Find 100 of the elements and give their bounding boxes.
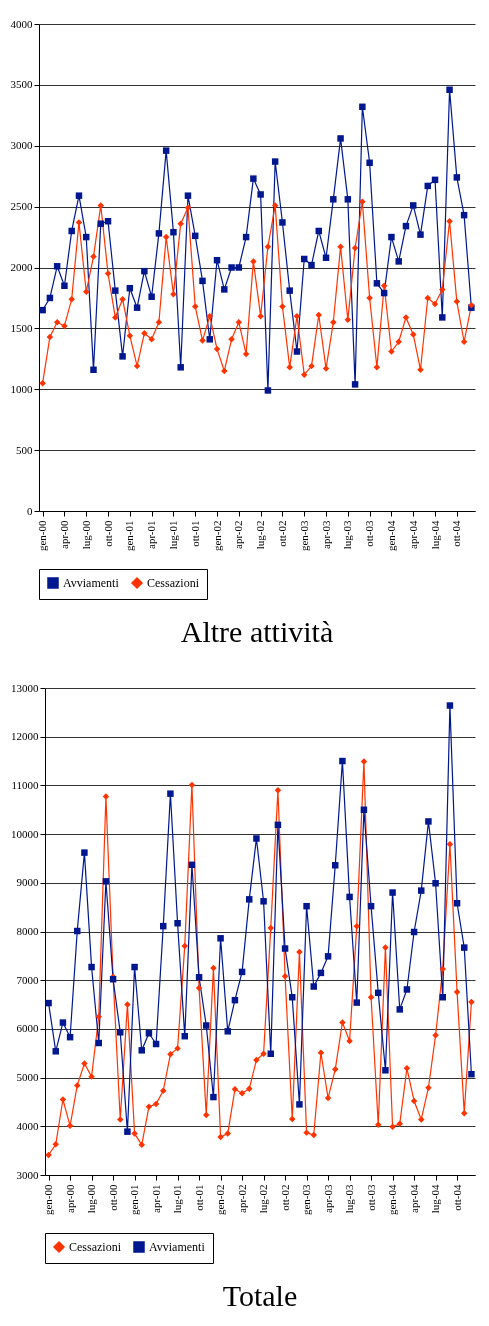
point [324, 1094, 332, 1102]
x-tick-label: lug-01 [166, 520, 179, 550]
point [52, 1141, 59, 1148]
point [213, 345, 221, 353]
point [324, 953, 332, 960]
x-tick-label: apr-03 [321, 1184, 334, 1213]
point [191, 303, 199, 310]
point [131, 963, 138, 971]
point [395, 258, 402, 265]
point [315, 311, 323, 319]
x-tick-label: lug-00 [79, 520, 92, 550]
point [446, 702, 454, 709]
point [366, 159, 373, 167]
point [382, 1067, 389, 1074]
x-tick-label: lug-04 [429, 1184, 442, 1214]
point [389, 889, 396, 896]
point [425, 1084, 432, 1092]
point [167, 790, 174, 797]
point [203, 1111, 210, 1119]
point [131, 1130, 138, 1137]
point [264, 387, 272, 394]
point [174, 1045, 181, 1052]
point [296, 1101, 303, 1108]
point [274, 787, 282, 794]
point [195, 974, 203, 981]
point [81, 849, 88, 856]
y-tick-label: 3500 [10, 78, 33, 91]
point [346, 893, 353, 901]
point [224, 1130, 231, 1137]
point [170, 291, 177, 298]
point [417, 231, 424, 238]
x-tick-label: ott-00 [101, 520, 114, 547]
point [97, 220, 105, 227]
point [286, 364, 293, 371]
point [446, 218, 453, 225]
point [271, 158, 279, 165]
point [373, 280, 381, 287]
point [418, 1116, 425, 1123]
point [289, 1115, 296, 1123]
x-tick-label: gen-04 [386, 1184, 399, 1216]
point [257, 191, 264, 198]
point [195, 984, 203, 992]
point [267, 924, 274, 932]
point [210, 1093, 217, 1101]
point [353, 999, 360, 1006]
point [330, 319, 337, 326]
point [75, 192, 83, 199]
point [382, 944, 389, 951]
point [141, 330, 148, 337]
y-tick-label: 5000 [16, 1071, 39, 1084]
y-tick-label: 500 [16, 443, 33, 456]
point [217, 935, 224, 942]
point [431, 300, 439, 308]
y-tick-label: 11000 [11, 778, 39, 791]
x-tick-label: gen-02 [214, 1184, 227, 1216]
point [410, 1097, 418, 1105]
point [174, 919, 181, 927]
point [117, 1116, 124, 1123]
x-tick-label: gen-00 [36, 520, 49, 552]
y-tick-label: 2500 [10, 200, 33, 213]
x-tick-label: apr-03 [319, 520, 332, 549]
point [184, 204, 192, 212]
point [293, 312, 301, 320]
point [203, 1022, 210, 1029]
point [88, 963, 95, 971]
point [242, 350, 250, 358]
point [39, 306, 46, 314]
x-tick-label: lug-02 [254, 520, 267, 550]
point [145, 1103, 153, 1111]
point [97, 202, 105, 209]
x-tick-label: apr-02 [235, 1184, 248, 1213]
x-tick-label: lug-03 [343, 1184, 356, 1214]
point [162, 233, 170, 241]
y-tick-label: 13000 [11, 681, 39, 694]
point [82, 288, 90, 296]
point [339, 757, 346, 765]
point [300, 371, 308, 378]
point [375, 1121, 382, 1129]
point [367, 994, 375, 1001]
point [188, 781, 196, 789]
point [453, 174, 461, 181]
point [53, 263, 61, 270]
point [418, 887, 425, 894]
point [235, 319, 243, 326]
point [281, 945, 289, 952]
point [61, 282, 68, 289]
point [206, 336, 214, 343]
point [389, 1123, 396, 1131]
point [66, 1122, 74, 1130]
point [148, 336, 155, 343]
point [138, 1141, 145, 1149]
x-tick-label: apr-04 [407, 1184, 420, 1213]
y-tick-label: 7000 [16, 973, 39, 986]
point [177, 364, 184, 371]
legend-label: Cessazioni [147, 576, 200, 590]
point [206, 312, 214, 320]
x-tick-label: apr-01 [149, 1184, 162, 1213]
x-tick-label: gen-04 [384, 520, 397, 552]
y-tick-label: 3000 [10, 139, 33, 152]
point [177, 220, 184, 227]
